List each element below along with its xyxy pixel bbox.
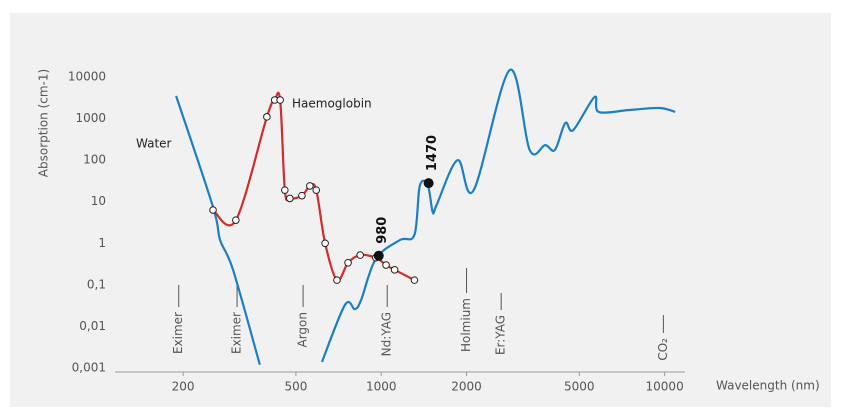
series-label: Water xyxy=(136,137,172,151)
data-point xyxy=(321,239,329,248)
y-tick-label: 0,1 xyxy=(87,277,106,291)
x-tick-label: 200 xyxy=(172,380,195,394)
data-point xyxy=(263,113,271,121)
data-point xyxy=(232,216,240,224)
highlight-label: 980 xyxy=(375,217,390,244)
y-tick-label: 0,01 xyxy=(79,319,106,333)
data-point xyxy=(276,96,284,104)
data-point xyxy=(356,251,364,259)
data-point xyxy=(344,258,352,267)
data-point xyxy=(333,276,341,284)
data-point xyxy=(209,206,217,214)
series-line xyxy=(175,95,261,366)
laser-label: Argon xyxy=(296,312,310,348)
y-tick-label: 100 xyxy=(83,153,106,167)
x-tick-label: 500 xyxy=(284,380,307,394)
series-label: Haemoglobin xyxy=(292,97,372,111)
y-axis-label: Absorption (cm-1) xyxy=(37,69,51,177)
x-tick-label: 5000 xyxy=(564,380,595,394)
laser-label: Eximer xyxy=(171,312,185,354)
highlight-point xyxy=(373,250,384,261)
y-tick-label: 10000 xyxy=(68,70,106,84)
chart-background xyxy=(10,13,831,407)
x-axis-label: Wavelength (nm) xyxy=(716,379,820,393)
y-tick-label: 0,001 xyxy=(72,361,106,375)
y-tick-label: 10 xyxy=(91,194,106,208)
x-tick-label: 10000 xyxy=(646,380,684,394)
data-point xyxy=(306,182,314,190)
x-tick-label: 1000 xyxy=(366,380,397,394)
data-point xyxy=(410,276,419,284)
data-point xyxy=(390,266,399,274)
laser-label: Holmium xyxy=(459,298,473,352)
x-tick-label: 2000 xyxy=(451,380,482,394)
laser-label: Eximer xyxy=(230,312,244,354)
y-tick-label: 1 xyxy=(98,236,106,250)
highlight-label: 1470 xyxy=(425,135,440,171)
laser-label: Nd:YAG xyxy=(380,312,394,356)
data-point xyxy=(312,186,321,194)
y-tick-label: 1000 xyxy=(75,111,106,125)
data-point xyxy=(286,194,294,203)
highlight-point xyxy=(423,178,434,189)
data-point xyxy=(281,186,289,194)
laser-label: Er:YAG xyxy=(494,315,508,355)
data-point xyxy=(298,191,306,200)
laser-label: CO₂ xyxy=(656,338,670,361)
data-point xyxy=(382,261,390,269)
